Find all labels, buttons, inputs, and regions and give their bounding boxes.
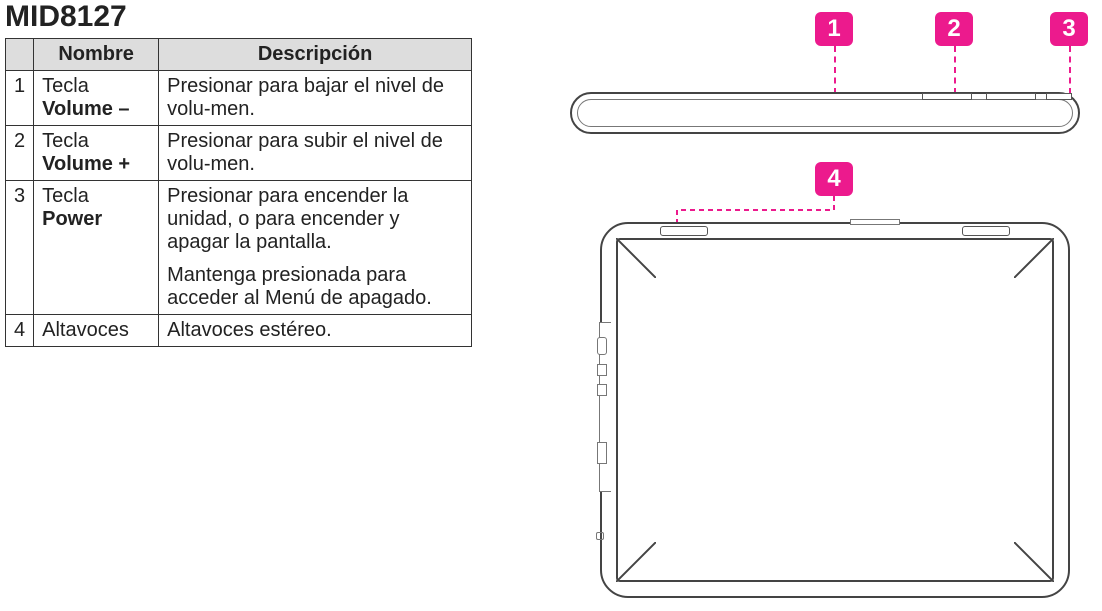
row-num: 4	[6, 315, 34, 347]
row-name: Tecla Power	[34, 181, 159, 315]
corner-line-icon	[616, 542, 656, 582]
device-side-view	[570, 92, 1080, 134]
page-title: MID8127	[5, 0, 127, 34]
leader-2	[954, 46, 956, 94]
leader-1	[834, 46, 836, 94]
corner-line-icon	[1014, 238, 1054, 278]
table-row: 3 Tecla Power Presionar para encender la…	[6, 181, 472, 315]
corner-line-icon	[616, 238, 656, 278]
spec-table: Nombre Descripción 1 Tecla Volume – Pres…	[5, 38, 472, 347]
row-num: 2	[6, 126, 34, 181]
speaker-left-icon	[660, 226, 708, 236]
header-blank	[6, 39, 34, 71]
side-port-icon	[597, 442, 607, 464]
header-name: Nombre	[34, 39, 159, 71]
back-inner-outline	[616, 238, 1054, 582]
row-desc: Presionar para subir el nivel de volu-me…	[159, 126, 472, 181]
side-port-icon	[597, 384, 607, 396]
header-desc: Descripción	[159, 39, 472, 71]
row-name: Altavoces	[34, 315, 159, 347]
side-port-icon	[596, 532, 604, 540]
device-diagram: 1 2 3 4	[540, 0, 1095, 610]
device-back-view	[600, 222, 1070, 598]
volume-down-key-icon	[922, 93, 972, 100]
table-header-row: Nombre Descripción	[6, 39, 472, 71]
speaker-right-icon	[962, 226, 1010, 236]
row-desc: Presionar para bajar el nivel de volu-me…	[159, 71, 472, 126]
table-row: 1 Tecla Volume – Presionar para bajar el…	[6, 71, 472, 126]
row-desc: Altavoces estéreo.	[159, 315, 472, 347]
row-name: Tecla Volume –	[34, 71, 159, 126]
row-name: Tecla Volume +	[34, 126, 159, 181]
row-num: 3	[6, 181, 34, 315]
side-inner-outline	[577, 99, 1073, 127]
callout-4: 4	[815, 162, 853, 196]
row-num: 1	[6, 71, 34, 126]
power-key-icon	[1046, 93, 1072, 100]
top-notch-icon	[850, 219, 900, 225]
callout-2: 2	[935, 12, 973, 46]
corner-line-icon	[1014, 542, 1054, 582]
leader-3	[1069, 46, 1071, 94]
volume-up-key-icon	[986, 93, 1036, 100]
callout-3: 3	[1050, 12, 1088, 46]
callout-1: 1	[815, 12, 853, 46]
side-port-icon	[597, 364, 607, 376]
row-desc: Presionar para encender la unidad, o par…	[159, 181, 472, 315]
side-port-icon	[597, 337, 607, 355]
table-row: 4 Altavoces Altavoces estéreo.	[6, 315, 472, 347]
table-row: 2 Tecla Volume + Presionar para subir el…	[6, 126, 472, 181]
